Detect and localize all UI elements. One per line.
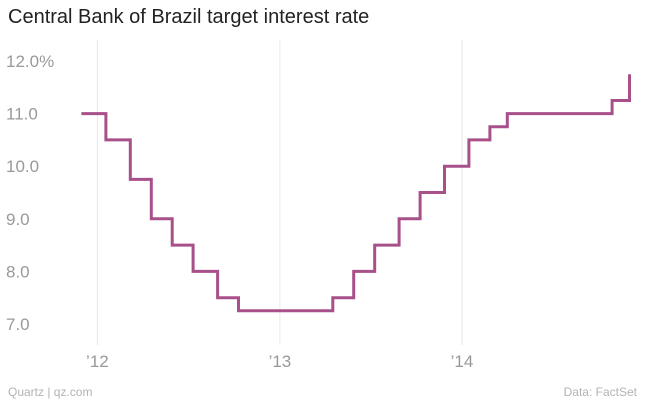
y-tick-label: 11.0 xyxy=(6,105,38,124)
y-tick-label: 9.0 xyxy=(6,210,30,229)
chart-title: Central Bank of Brazil target interest r… xyxy=(8,6,370,28)
footer-source-left: Quartz | qz.com xyxy=(8,385,93,399)
x-axis: ’12 ’13 ’14 xyxy=(86,352,473,371)
y-tick-label: 8.0 xyxy=(6,262,30,281)
y-tick-label: 12.0% xyxy=(6,52,54,71)
grid-lines xyxy=(96,40,463,345)
y-axis: 7.0 8.0 9.0 10.0 11.0 12.0% xyxy=(6,52,54,334)
series-line xyxy=(81,74,631,313)
y-tick-label: 10.0 xyxy=(6,157,39,176)
x-tick-label: ’12 xyxy=(86,352,109,371)
x-tick-label: ’13 xyxy=(269,352,292,371)
footer-source-right: Data: FactSet xyxy=(563,385,637,399)
y-tick-label: 7.0 xyxy=(6,315,30,334)
x-tick-label: ’14 xyxy=(451,352,474,371)
